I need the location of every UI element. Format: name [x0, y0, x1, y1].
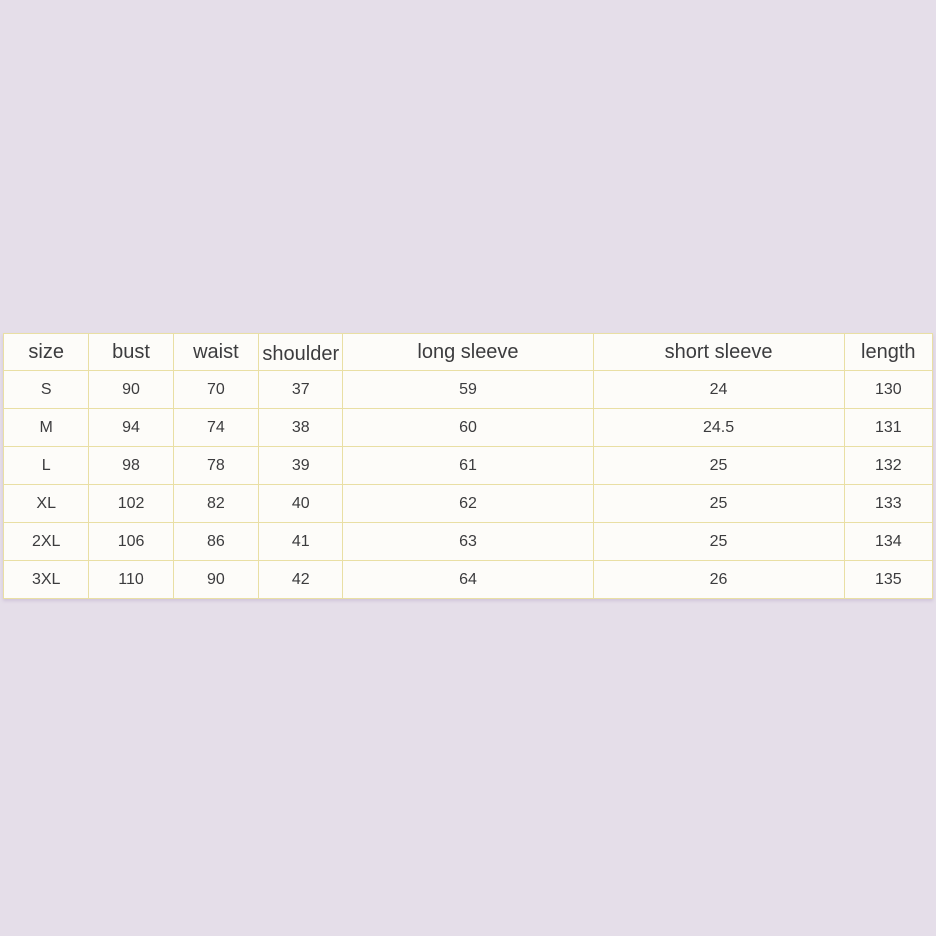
size-label-cell: 3XL	[2, 560, 90, 599]
column-header-waist: waist	[172, 333, 260, 371]
measurement-cell: 39	[258, 446, 344, 485]
measurement-cell: 37	[258, 370, 344, 409]
measurement-cell: 24.5	[592, 408, 845, 447]
column-header-short-sleeve: short sleeve	[592, 333, 845, 371]
measurement-cell: 78	[172, 446, 260, 485]
measurement-cell: 133	[843, 484, 934, 523]
table-row-M: M 94 74 38 60 24.5 131	[2, 408, 934, 447]
measurement-cell: 98	[88, 446, 174, 485]
measurement-cell: 26	[592, 560, 845, 599]
measurement-cell: 42	[258, 560, 344, 599]
measurement-cell: 94	[88, 408, 174, 447]
size-chart-header: size bust waist shoulder long sleeve short sl…	[2, 333, 934, 371]
measurement-cell: 24	[592, 370, 845, 409]
size-chart-table: size bust waist shoulder long sleeve short sl…	[2, 333, 934, 599]
measurement-cell: 70	[172, 370, 260, 409]
measurement-cell: 132	[843, 446, 934, 485]
measurement-cell: 25	[592, 446, 845, 485]
size-chart-body: S 90 70 37 59 24 130 M 94 74 38 60 24.5 131 L 98 78 39 61 2…	[2, 370, 934, 599]
measurement-cell: 60	[342, 408, 594, 447]
table-row-S: S 90 70 37 59 24 130	[2, 370, 934, 409]
table-row-L: L 98 78 39 61 25 132	[2, 446, 934, 485]
measurement-cell: 131	[843, 408, 934, 447]
column-header-bust: bust	[88, 333, 174, 371]
measurement-cell: 134	[843, 522, 934, 561]
column-header-length: length	[843, 333, 934, 371]
measurement-cell: 25	[592, 522, 845, 561]
measurement-cell: 90	[88, 370, 174, 409]
measurement-cell: 59	[342, 370, 594, 409]
size-label-cell: XL	[2, 484, 90, 523]
size-label-cell: 2XL	[2, 522, 90, 561]
size-label-cell: L	[2, 446, 90, 485]
measurement-cell: 135	[843, 560, 934, 599]
header-row: size bust waist shoulder long sleeve short sl…	[2, 333, 934, 371]
measurement-cell: 130	[843, 370, 934, 409]
measurement-cell: 64	[342, 560, 594, 599]
measurement-cell: 63	[342, 522, 594, 561]
column-header-size: size	[2, 333, 90, 371]
measurement-cell: 90	[172, 560, 260, 599]
column-header-shoulder: shoulder	[258, 333, 344, 371]
measurement-cell: 82	[172, 484, 260, 523]
measurement-cell: 61	[342, 446, 594, 485]
table-row-3XL: 3XL 110 90 42 64 26 135	[2, 560, 934, 599]
measurement-cell: 106	[88, 522, 174, 561]
measurement-cell: 25	[592, 484, 845, 523]
measurement-cell: 38	[258, 408, 344, 447]
table-row-XL: XL 102 82 40 62 25 133	[2, 484, 934, 523]
column-header-long-sleeve: long sleeve	[342, 333, 594, 371]
measurement-cell: 40	[258, 484, 344, 523]
measurement-cell: 86	[172, 522, 260, 561]
size-label-cell: M	[2, 408, 90, 447]
measurement-cell: 62	[342, 484, 594, 523]
size-label-cell: S	[2, 370, 90, 409]
table-row-2XL: 2XL 106 86 41 63 25 134	[2, 522, 934, 561]
measurement-cell: 102	[88, 484, 174, 523]
size-chart-container: size bust waist shoulder long sleeve short sl…	[2, 333, 934, 599]
measurement-cell: 110	[88, 560, 174, 599]
measurement-cell: 74	[172, 408, 260, 447]
measurement-cell: 41	[258, 522, 344, 561]
